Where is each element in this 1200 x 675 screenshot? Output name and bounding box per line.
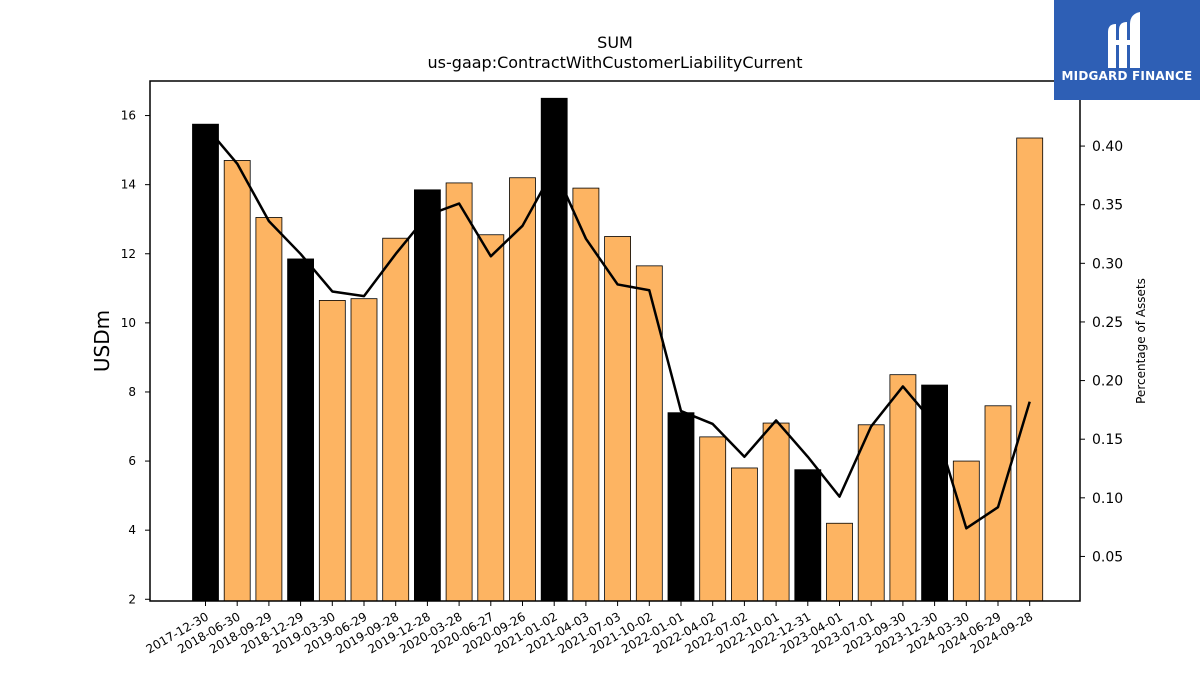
y-axis-right: 0.05 0.10 0.15 0.20 0.25 0.30 0.35 0.40 (1080, 139, 1123, 565)
bar-2024-03-30 (952, 460, 980, 602)
bar-2022-12-31 (794, 469, 822, 602)
bar-2018-09-29 (255, 217, 283, 602)
percentage-of-assets-line (204, 125, 1031, 530)
chart-title: SUM (597, 33, 633, 52)
bar-2018-06-30 (223, 160, 251, 602)
y2-axis-label: Percentage of Assets (1134, 278, 1148, 404)
chart-subtitle: us-gaap:ContractWithCustomerLiabilityCur… (428, 53, 803, 72)
midgard-finance-logo: MIDGARD FINANCE (1054, 0, 1200, 100)
bar-2023-12-30 (921, 384, 948, 602)
bar-2021-07-03 (604, 236, 631, 602)
x-axis: 2017-12-302018-06-302018-09-292018-12-29… (144, 601, 1035, 656)
y-tick-label: 12 (121, 247, 136, 261)
y2-tick-label: 0.10 (1092, 491, 1123, 507)
plot-frame (149, 80, 1081, 602)
logo-text: MIDGARD FINANCE (1061, 69, 1193, 83)
bar-2021-01-02 (540, 97, 568, 602)
bar-2020-06-27 (477, 234, 505, 602)
bar-2019-06-29 (350, 298, 378, 602)
bars-layer (192, 97, 1044, 602)
bar-2019-09-28 (382, 237, 410, 602)
bar-2023-04-01 (826, 522, 853, 602)
y-tick-label: 4 (128, 523, 136, 537)
y-axis-left: 2 4 6 8 10 12 14 16 (121, 109, 150, 606)
bar-2020-03-28 (445, 182, 473, 602)
y-tick-label: 8 (128, 385, 136, 399)
y-tick-label: 2 (128, 592, 136, 606)
y-tick-label: 6 (128, 454, 136, 468)
y2-tick-label: 0.25 (1092, 315, 1123, 331)
y2-tick-label: 0.05 (1092, 549, 1123, 565)
bar-2018-12-29 (287, 258, 315, 602)
logo-mark-icon (1108, 12, 1140, 68)
y2-tick-label: 0.20 (1092, 374, 1123, 390)
bar-2024-09-28 (1016, 137, 1044, 602)
y-tick-label: 16 (121, 109, 136, 123)
bar-2019-03-30 (318, 300, 346, 602)
y-tick-label: 10 (121, 316, 136, 330)
bar-2017-12-30 (192, 123, 219, 602)
bar-2023-07-01 (857, 424, 885, 602)
y-axis-label: USDm (90, 310, 114, 372)
y2-tick-label: 0.35 (1092, 198, 1123, 214)
bar-2022-07-02 (731, 467, 758, 602)
y2-tick-label: 0.40 (1092, 139, 1123, 155)
bar-2020-09-26 (509, 177, 536, 602)
line-layer (204, 125, 1031, 530)
y2-tick-label: 0.30 (1092, 256, 1123, 272)
bar-2022-04-02 (699, 436, 727, 602)
y2-tick-label: 0.15 (1092, 432, 1123, 448)
bar-2021-10-02 (635, 265, 663, 602)
bar-2022-10-01 (762, 422, 790, 602)
y-tick-label: 14 (121, 178, 136, 192)
bar-2019-12-28 (413, 189, 441, 602)
bar-2022-01-01 (667, 412, 695, 602)
bar-2023-09-30 (889, 374, 917, 602)
bar-2021-04-03 (572, 187, 600, 602)
